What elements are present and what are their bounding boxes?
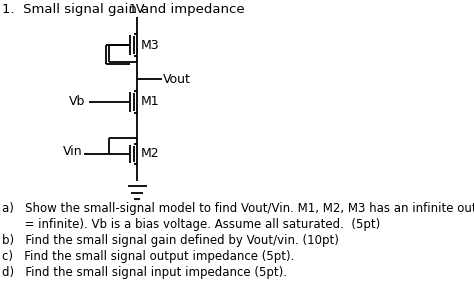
Text: Vout: Vout bbox=[163, 72, 191, 85]
Text: d)   Find the small signal input impedance (5pt).: d) Find the small signal input impedance… bbox=[2, 266, 287, 279]
Text: c)   Find the small signal output impedance (5pt).: c) Find the small signal output impedanc… bbox=[2, 250, 295, 263]
Text: M1: M1 bbox=[141, 95, 160, 108]
Text: 1.  Small signal gain and impedance: 1. Small signal gain and impedance bbox=[2, 3, 245, 16]
Text: a)   Show the small-signal model to find Vout/Vin. M1, M2, M3 has an infinite ou: a) Show the small-signal model to find V… bbox=[2, 202, 474, 215]
Text: = infinite). Vb is a bias voltage. Assume all saturated.  (5pt): = infinite). Vb is a bias voltage. Assum… bbox=[2, 218, 381, 231]
Text: M3: M3 bbox=[141, 39, 160, 52]
Text: M2: M2 bbox=[141, 147, 160, 160]
Text: b)   Find the small signal gain defined by Vout/vin. (10pt): b) Find the small signal gain defined by… bbox=[2, 234, 339, 247]
Text: 1V: 1V bbox=[129, 3, 146, 16]
Text: Vb: Vb bbox=[69, 95, 85, 108]
Text: Vin: Vin bbox=[63, 145, 83, 158]
